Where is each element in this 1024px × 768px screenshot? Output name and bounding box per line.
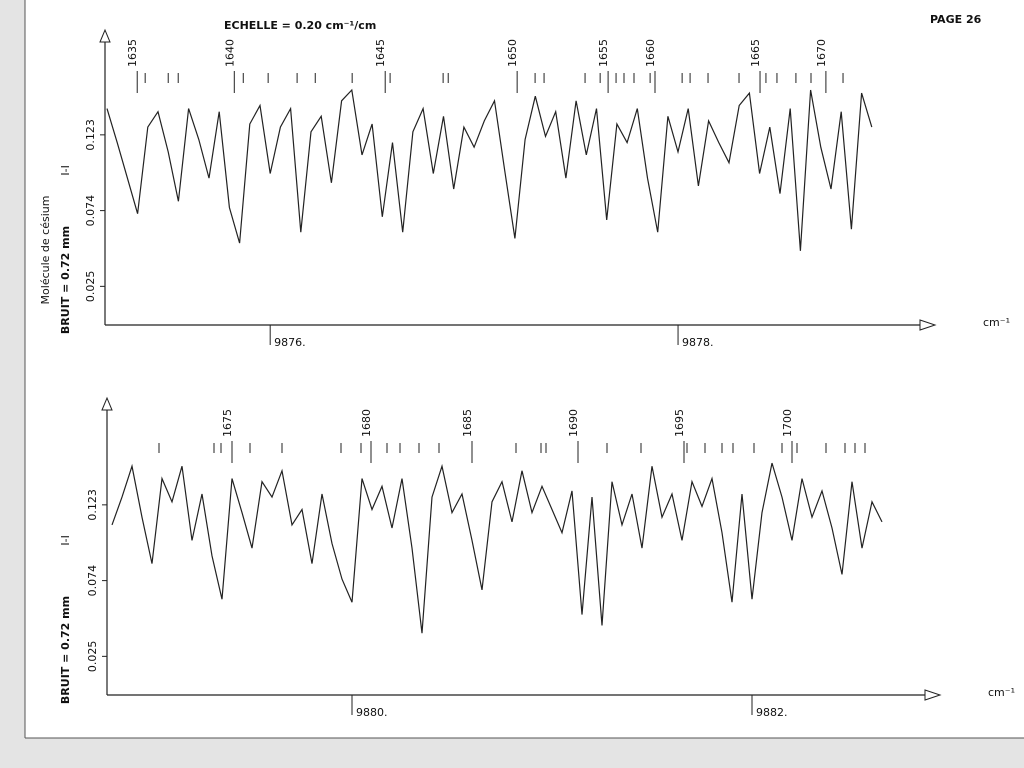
x-tick-label: 9876.	[274, 336, 306, 349]
molecule-label: Molécule de césium	[39, 196, 52, 305]
line-marker-label: 1670	[815, 39, 828, 67]
line-marker-label: 1645	[374, 39, 387, 67]
x-axis-arrow	[919, 319, 937, 331]
x-tick-label: 9880.	[356, 706, 388, 719]
y-tick-label: 0.074	[86, 565, 99, 597]
x-axis-arrow	[924, 689, 942, 701]
spectrum-line	[106, 88, 873, 251]
y-tick-label: 0.025	[86, 641, 99, 673]
x-axis-label: cm⁻¹	[983, 316, 1010, 329]
y-tick-label: 0.025	[84, 271, 97, 303]
x-axis-label: cm⁻¹	[988, 686, 1015, 699]
line-marker-label: 1665	[749, 39, 762, 67]
y-axis-label: BRUIT = 0.72 mm	[59, 226, 72, 334]
y-annotation: I-I	[59, 165, 72, 175]
x-tick-label: 9882.	[756, 706, 788, 719]
scale-title: ECHELLE = 0.20 cm⁻¹/cm	[224, 19, 376, 32]
line-marker-label: 1690	[567, 409, 580, 437]
y-tick-label: 0.123	[84, 119, 97, 151]
line-marker-label: 1700	[781, 409, 794, 437]
y-axis-arrow	[99, 28, 111, 43]
line-marker-label: 1635	[126, 39, 139, 67]
y-axis-label: BRUIT = 0.72 mm	[59, 596, 72, 704]
y-axis-arrow	[101, 396, 113, 411]
line-marker-label: 1675	[221, 409, 234, 437]
line-marker-label: 1655	[597, 39, 610, 67]
line-marker-label: 1640	[223, 39, 236, 67]
y-annotation: I-I	[59, 535, 72, 545]
line-marker-label: 1695	[673, 409, 686, 437]
paper	[25, 0, 1024, 738]
line-marker-label: 1660	[644, 39, 657, 67]
x-tick-label: 9878.	[682, 336, 714, 349]
line-marker-label: 1680	[360, 409, 373, 437]
line-marker-label: 1685	[461, 409, 474, 437]
spectrum-line	[111, 462, 883, 634]
y-tick-label: 0.123	[86, 489, 99, 520]
line-marker-label: 1650	[506, 39, 519, 67]
y-tick-label: 0.074	[84, 195, 97, 227]
page-number: PAGE 26	[930, 13, 982, 26]
